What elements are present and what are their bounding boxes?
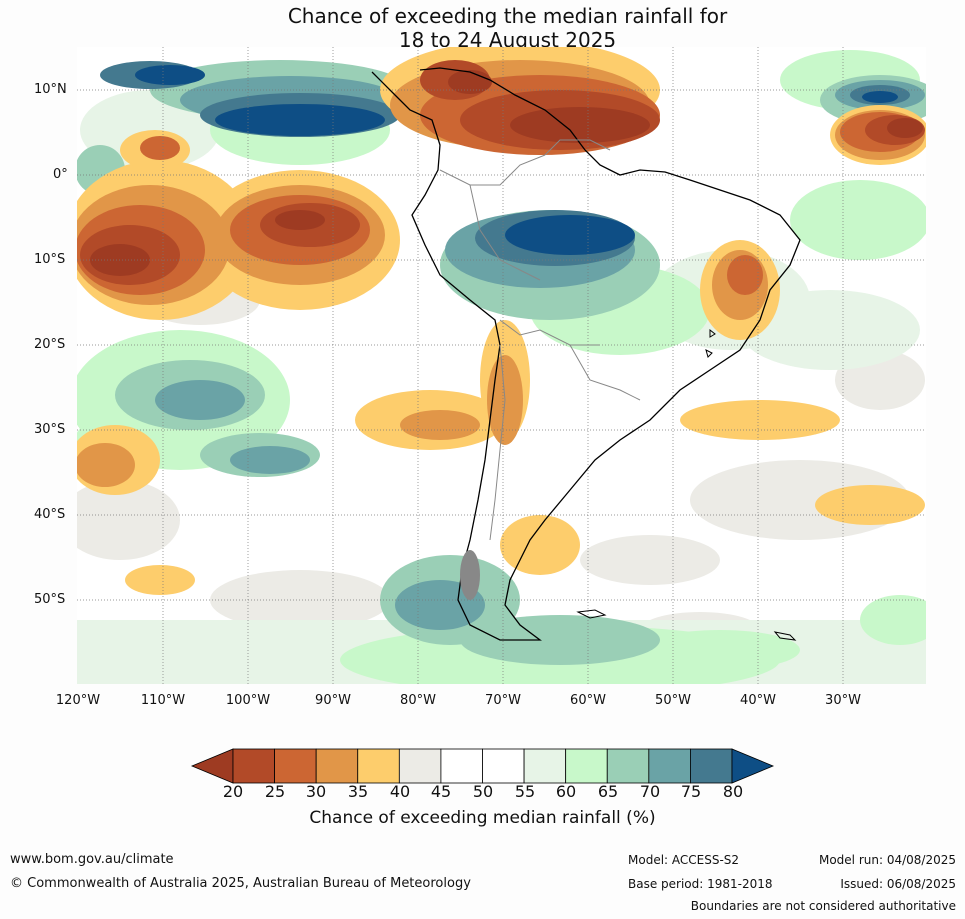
colorbar-cell [440, 748, 483, 784]
lon-label-60w: 60°W [570, 693, 606, 708]
lon-label-110w: 110°W [140, 693, 186, 708]
colorbar-tick-25: 25 [264, 782, 286, 801]
base-period-text: Base period: 1981-2018 [628, 877, 773, 891]
website-link[interactable]: www.bom.gov.au/climate [10, 852, 174, 867]
lat-label-0: 0° [53, 167, 68, 182]
colorbar-tick-75: 75 [680, 782, 702, 801]
colorbar-tick-50: 50 [472, 782, 494, 801]
lat-label-40s: 40°S [34, 507, 66, 522]
colorbar-high-extend [731, 748, 775, 784]
model-run-text: Model run: 04/08/2025 [818, 853, 956, 867]
lat-label-20s: 20°S [34, 337, 66, 352]
copyright-text: © Commonwealth of Australia 2025, Austra… [10, 876, 471, 891]
colorbar-tick-65: 65 [597, 782, 619, 801]
colorbar-label: Chance of exceeding median rainfall (%) [309, 808, 656, 828]
model-text: Model: ACCESS-S2 [628, 853, 740, 867]
lon-label-90w: 90°W [315, 693, 351, 708]
lat-label-50s: 50°S [34, 592, 66, 607]
lon-label-100w: 100°W [225, 693, 271, 708]
colorbar-cell [648, 748, 691, 784]
colorbar-tick-55: 55 [514, 782, 536, 801]
colorbar-cell [232, 748, 275, 784]
colorbar-tick-80: 80 [722, 782, 744, 801]
colorbar-tick-35: 35 [347, 782, 369, 801]
south-america-coastline [371, 67, 801, 641]
lon-label-80w: 80°W [400, 693, 436, 708]
colorbar-cell [398, 748, 442, 784]
lat-label-30s: 30°S [34, 422, 66, 437]
deep-rust-patches [90, 70, 923, 276]
title-line-1: Chance of exceeding the median rainfall … [287, 4, 728, 28]
colorbar-cell [315, 748, 359, 784]
land-mask [460, 550, 480, 600]
lon-label-40w: 40°W [740, 693, 776, 708]
boundaries-note: Boundaries are not considered authoritat… [690, 899, 956, 913]
lon-label-70w: 70°W [485, 693, 521, 708]
colorbar-cell [523, 748, 567, 784]
colorbar-cell [565, 748, 608, 784]
navy-patches [98, 65, 898, 255]
graticule [77, 47, 926, 684]
colorbar-tick-20: 20 [222, 782, 244, 801]
lon-label-120w: 120°W [55, 693, 101, 708]
colorbar-tick-70: 70 [639, 782, 661, 801]
colorbar-tick-45: 45 [430, 782, 452, 801]
islands [576, 328, 797, 641]
country-boundaries [439, 139, 641, 541]
colorbar-low-extend [190, 748, 234, 784]
colorbar-cell [482, 748, 525, 784]
colorbar-tick-60: 60 [555, 782, 577, 801]
lat-label-10n: 10°N [34, 82, 67, 97]
colorbar [190, 748, 775, 784]
lon-label-50w: 50°W [655, 693, 691, 708]
lat-label-10s: 10°S [34, 252, 66, 267]
colorbar-tick-40: 40 [389, 782, 411, 801]
colorbar-cell [274, 748, 317, 784]
colorbar-tick-30: 30 [305, 782, 327, 801]
colorbar-cells [232, 748, 733, 784]
colorbar-cell [357, 748, 400, 784]
probability-fields [77, 47, 926, 684]
map-title: Chance of exceeding the median rainfall … [0, 4, 965, 52]
colorbar-cell [690, 748, 733, 784]
lon-label-30w: 30°W [825, 693, 861, 708]
issued-text: Issued: 06/08/2025 [840, 877, 956, 891]
colorbar-cell [606, 748, 650, 784]
